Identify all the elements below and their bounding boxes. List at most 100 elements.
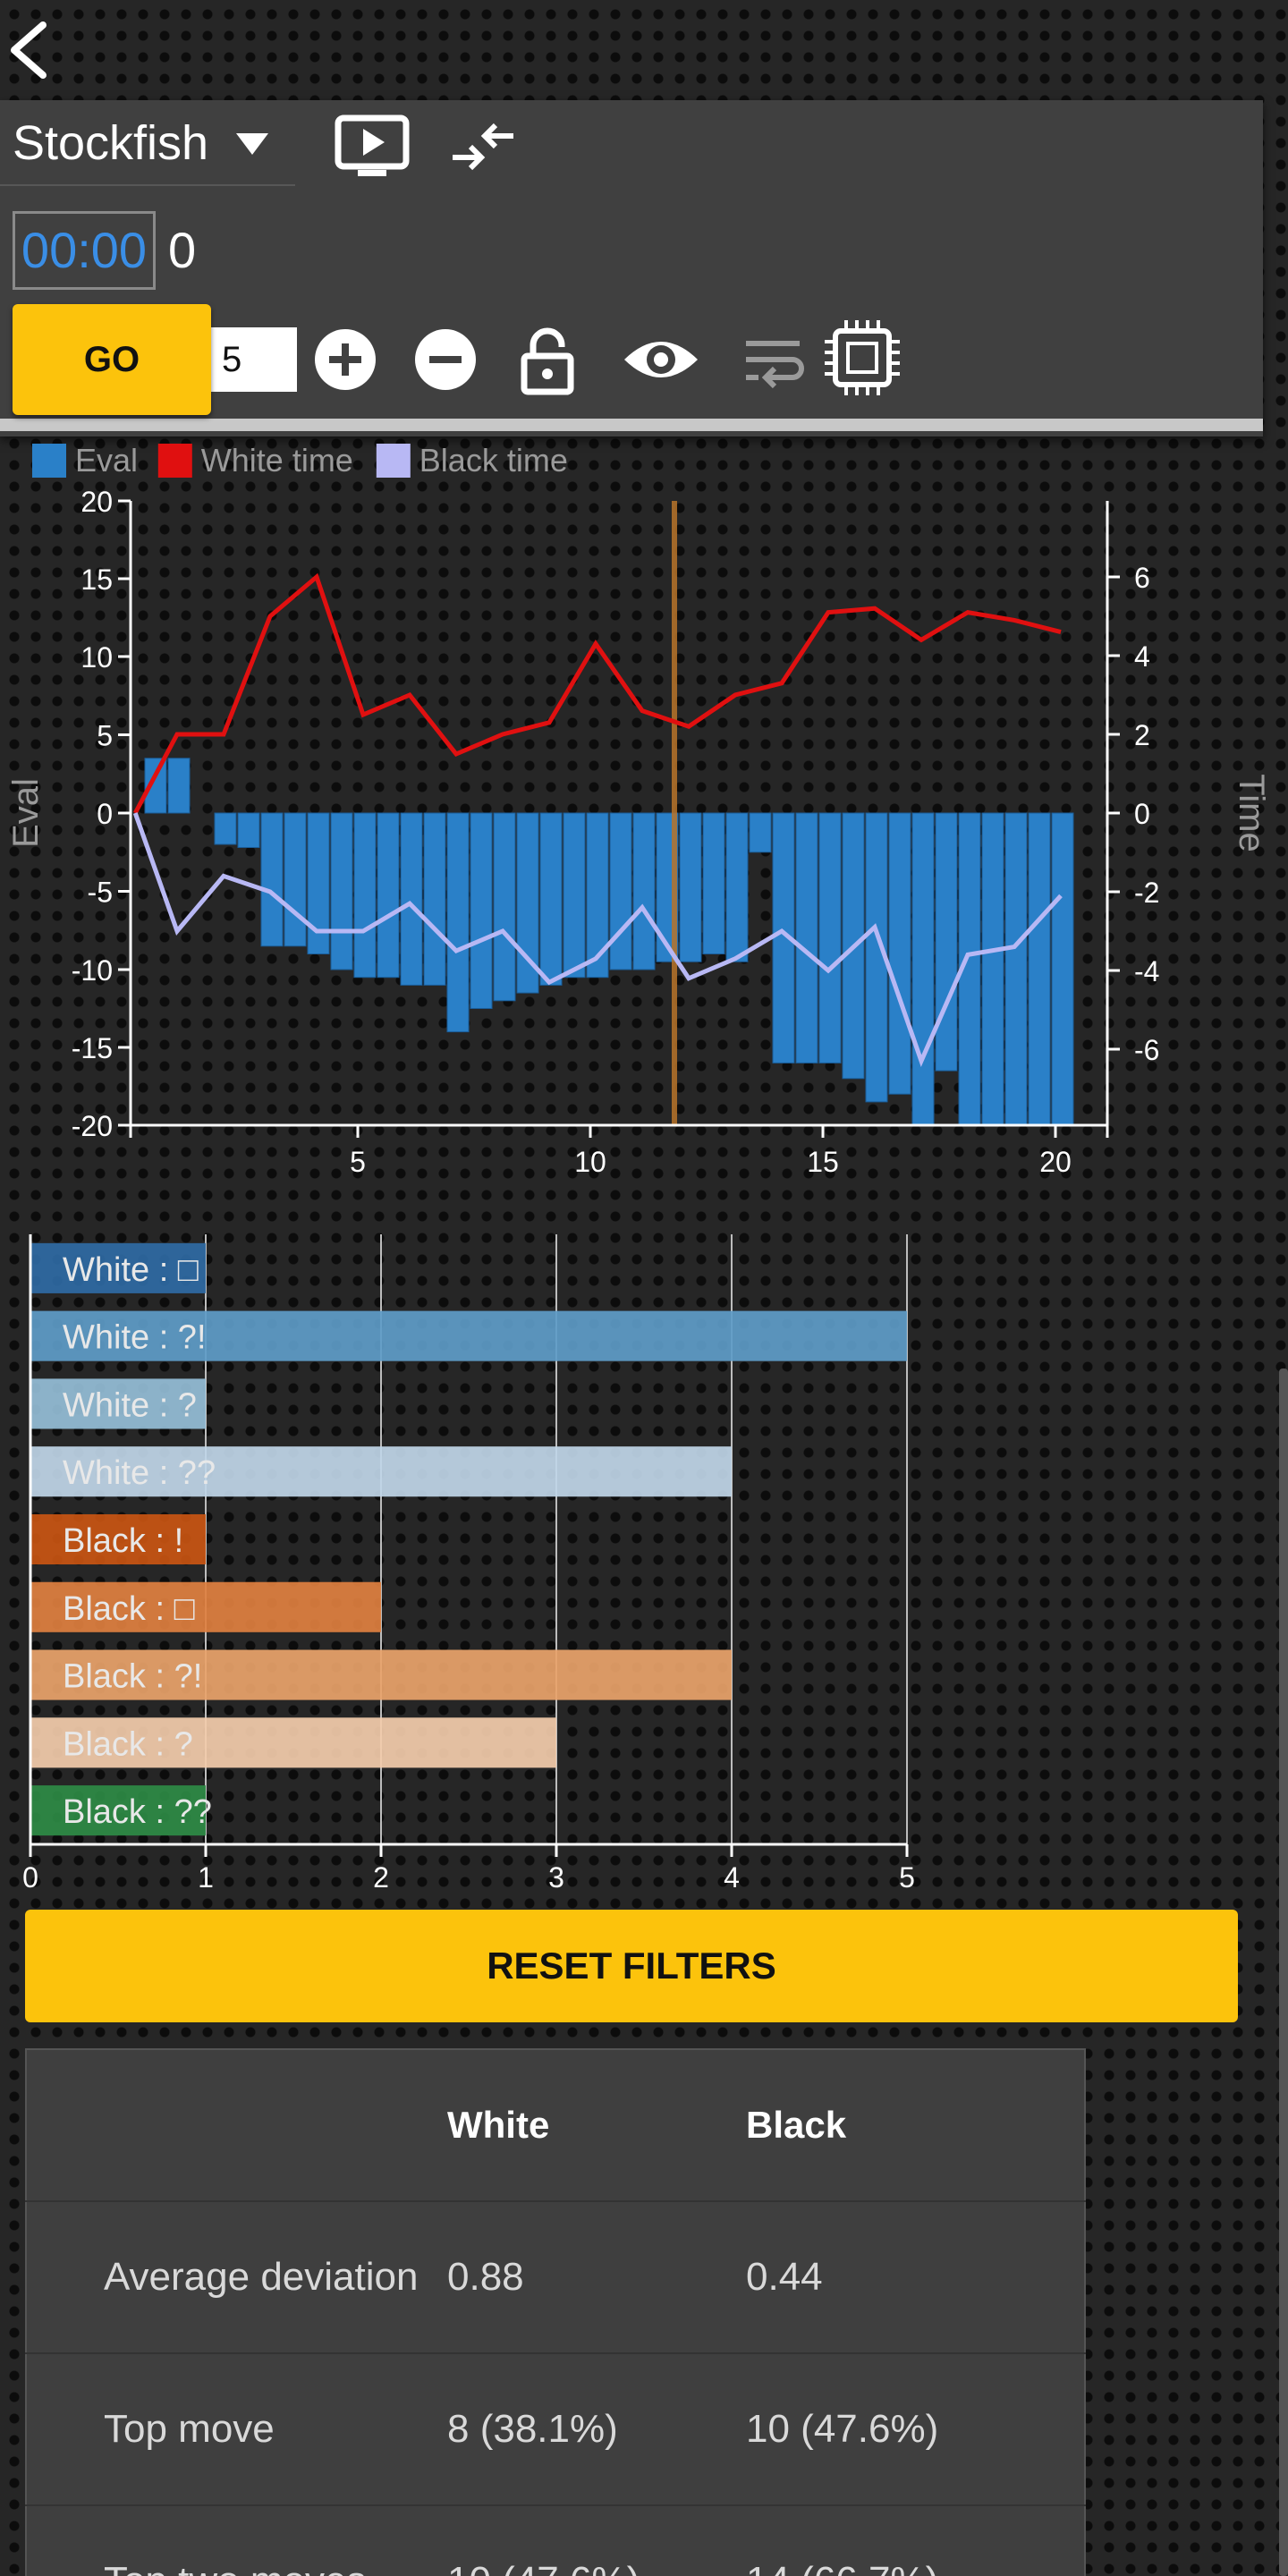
eval-tick-label: -10 [72, 954, 113, 987]
eval-axis-label: Eval [6, 778, 46, 848]
eval-bar [260, 812, 284, 947]
x-tick-label: 5 [350, 1146, 366, 1178]
filter-axis: 0 1 2 3 4 5 [22, 1234, 915, 1894]
time-tick-label: -4 [1134, 955, 1159, 987]
eval-bar [377, 812, 400, 979]
back-button[interactable] [0, 0, 63, 98]
x-tick-label: 10 [574, 1146, 606, 1178]
caret-down-icon[interactable] [234, 131, 270, 157]
legend-swatch [376, 444, 411, 478]
node-count: 0 [168, 222, 197, 278]
analyse-board-icon[interactable] [335, 114, 410, 179]
table-cell-black: 10 (47.6%) [746, 2353, 1085, 2506]
eval-bar [1051, 812, 1074, 1126]
eval-bar [237, 812, 260, 848]
back-arrow-icon [11, 21, 47, 79]
black-time-line [132, 812, 1063, 1068]
legend-label: White time [201, 442, 353, 479]
eval-tick-label: -15 [72, 1032, 113, 1064]
eval-bar [516, 812, 539, 994]
filter-bar[interactable] [30, 1446, 732, 1497]
time-tick-label: 2 [1134, 719, 1150, 751]
minus-icon[interactable] [410, 324, 481, 395]
eval-bar [1004, 812, 1028, 1126]
eval-tick-label: 15 [80, 564, 113, 596]
stats-table: White Black Average deviation 0.88 0.44 … [25, 2048, 1086, 2576]
time-tick-label: 6 [1134, 562, 1150, 594]
filter-bar[interactable] [30, 1717, 556, 1768]
go-button[interactable]: GO [13, 304, 211, 415]
filter-bar-label[interactable]: White : ? [63, 1386, 197, 1424]
eval-bar [1028, 812, 1051, 1126]
time-tick-label: -6 [1134, 1034, 1159, 1066]
filter-bar-label[interactable]: White : □ [63, 1251, 199, 1289]
eval-bar [167, 758, 191, 814]
eval-tick-label: -5 [88, 877, 113, 909]
plus-icon[interactable] [309, 324, 381, 395]
eval-bar [795, 812, 818, 1063]
annotation-filter-chart[interactable]: White : □ White : ?! White : ? White : ?? Bl… [0, 1216, 984, 1905]
filter-bars[interactable]: White : □ White : ?! White : ? White : ?? Bl… [30, 1242, 907, 1836]
filter-bar[interactable] [30, 1513, 206, 1565]
table-header-black: Black [746, 2049, 1085, 2202]
eval-bar [981, 812, 1004, 1126]
x-tick-label: 20 [1039, 1146, 1072, 1178]
eval-tick-label: 20 [80, 486, 113, 518]
eval-tick-label: 10 [80, 641, 113, 674]
time-tick-label: 0 [1134, 798, 1150, 830]
filter-bar-label[interactable]: Black : □ [63, 1590, 195, 1628]
filter-bar[interactable] [30, 1649, 732, 1700]
table-cell-white: 8 (38.1%) [447, 2353, 746, 2506]
eval-bar [749, 812, 772, 853]
table-row-label: Top move [26, 2353, 447, 2506]
eval-bar [702, 812, 725, 954]
table-cell-black: 0.44 [746, 2201, 1085, 2354]
eval-tick-label: -20 [72, 1110, 113, 1142]
filter-bar[interactable] [30, 1581, 381, 1632]
scrollbar[interactable] [1279, 1368, 1288, 2576]
engine-chip-icon[interactable] [823, 318, 902, 397]
eval-bar [818, 812, 842, 1063]
filter-x-tick-label: 3 [548, 1861, 564, 1894]
eval-legend: Eval White time Black time [32, 442, 568, 479]
table-cell-white: 10 (47.6%) [447, 2505, 746, 2576]
filter-bar[interactable] [30, 1378, 206, 1429]
eval-bar [284, 812, 307, 947]
time-lines [132, 501, 1063, 1125]
legend-swatch [32, 444, 66, 478]
filter-x-tick-label: 1 [198, 1861, 214, 1894]
filter-bar-label[interactable]: White : ?? [63, 1454, 216, 1492]
table-row: Average deviation 0.88 0.44 [26, 2201, 1085, 2354]
lock-icon[interactable] [512, 324, 583, 395]
filter-bar[interactable] [30, 1310, 907, 1361]
time-axis-label: Time [1232, 774, 1271, 852]
eval-bar [423, 812, 446, 986]
filter-x-tick-label: 2 [373, 1861, 389, 1894]
table-header-cell [26, 2049, 447, 2202]
eval-bar [214, 812, 237, 845]
depth-input[interactable] [211, 327, 297, 392]
eval-chart[interactable]: Eval White time Black time 20 15 10 5 0 -5 -10 -1… [0, 435, 1288, 1186]
swap-sides-icon[interactable] [449, 122, 517, 172]
filter-bar-label[interactable]: Black : ! [63, 1522, 183, 1560]
filter-bar-label[interactable]: Black : ? [63, 1725, 193, 1763]
eval-bar [539, 812, 563, 986]
eval-bar [446, 812, 470, 1033]
white-time-line [132, 572, 1062, 815]
filter-bar[interactable] [30, 1242, 206, 1293]
filter-bar[interactable] [30, 1785, 206, 1836]
filter-bar-label[interactable]: Black : ?! [63, 1658, 202, 1696]
time-tick-label: 4 [1134, 640, 1150, 673]
eye-icon[interactable] [621, 324, 701, 395]
reset-filters-button[interactable]: RESET FILTERS [25, 1910, 1238, 2022]
filter-bar-label[interactable]: Black : ?? [63, 1793, 212, 1831]
table-header-white: White [447, 2049, 746, 2202]
wrap-lines-icon[interactable] [737, 324, 809, 395]
table-row-label: Top two moves [26, 2505, 447, 2576]
filter-bar-label[interactable]: White : ?! [63, 1319, 207, 1357]
engine-select[interactable]: Stockfish [13, 116, 209, 170]
eval-bar [563, 812, 586, 979]
table-row: Top move 8 (38.1%) 10 (47.6%) [26, 2353, 1085, 2506]
engine-timer[interactable]: 00:00 [13, 211, 156, 290]
